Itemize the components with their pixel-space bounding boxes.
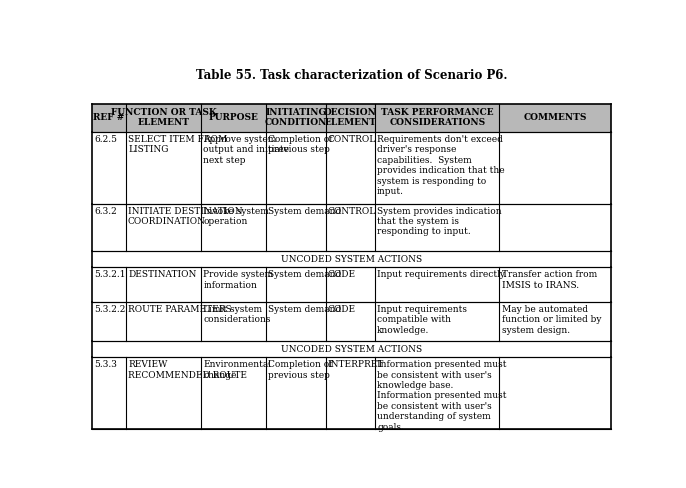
- Text: System demand: System demand: [268, 270, 342, 279]
- Text: Provide system
information: Provide system information: [203, 270, 273, 289]
- Text: Limit system
considerations: Limit system considerations: [203, 305, 271, 324]
- Text: Environmental
change: Environmental change: [203, 360, 271, 380]
- Text: System demand: System demand: [268, 206, 342, 216]
- Text: REVIEW
RECOMMENDED ROUTE: REVIEW RECOMMENDED ROUTE: [128, 360, 247, 380]
- Text: PURPOSE: PURPOSE: [209, 113, 259, 122]
- Bar: [92, 357, 611, 428]
- Text: UNCODED SYSTEM ACTIONS: UNCODED SYSTEM ACTIONS: [281, 255, 422, 264]
- Bar: [92, 103, 611, 132]
- Bar: [92, 203, 611, 251]
- Bar: [92, 267, 611, 302]
- Text: CODE: CODE: [328, 270, 356, 279]
- Text: Input requirements
compatible with
knowledge.: Input requirements compatible with knowl…: [377, 305, 467, 335]
- Text: 5.3.2.1: 5.3.2.1: [94, 270, 126, 279]
- Text: Transfer action from
IMSIS to IRANS.: Transfer action from IMSIS to IRANS.: [501, 270, 597, 289]
- Text: FUNCTION OR TASK
ELEMENT: FUNCTION OR TASK ELEMENT: [110, 108, 216, 127]
- Text: Requirements don't exceed
driver's response
capabilities.  System
provides indic: Requirements don't exceed driver's respo…: [377, 135, 505, 196]
- Text: System provides indication
that the system is
responding to input.: System provides indication that the syst…: [377, 206, 501, 236]
- Text: CODE: CODE: [328, 305, 356, 314]
- Bar: [92, 302, 611, 341]
- Text: Completion of
previous step: Completion of previous step: [268, 360, 333, 380]
- Text: Approve system
output and initiate
next step: Approve system output and initiate next …: [203, 135, 289, 165]
- Text: 5.3.3: 5.3.3: [94, 360, 117, 369]
- Bar: [92, 132, 611, 203]
- Text: May be automated
function or limited by
system design.: May be automated function or limited by …: [501, 305, 601, 335]
- Text: Table 55. Task characterization of Scenario P6.: Table 55. Task characterization of Scena…: [196, 69, 508, 82]
- Text: DESTINATION: DESTINATION: [128, 270, 196, 279]
- Text: UNCODED SYSTEM ACTIONS: UNCODED SYSTEM ACTIONS: [281, 345, 422, 354]
- Text: INITIATING
CONDITION: INITIATING CONDITION: [265, 108, 327, 127]
- Text: COMMENTS: COMMENTS: [523, 113, 587, 122]
- Bar: [92, 251, 611, 267]
- Text: INITIATE DESTINATION
COORDINATION: INITIATE DESTINATION COORDINATION: [128, 206, 243, 226]
- Bar: [92, 341, 611, 357]
- Text: Invoke system
operation: Invoke system operation: [203, 206, 269, 226]
- Text: ROUTE PARAMETERS: ROUTE PARAMETERS: [128, 305, 232, 314]
- Text: CONTROL: CONTROL: [328, 206, 376, 216]
- Text: INTERPRET: INTERPRET: [328, 360, 384, 369]
- Text: REF #: REF #: [93, 113, 125, 122]
- Text: Input requirements directly.: Input requirements directly.: [377, 270, 507, 279]
- Text: DECISION
ELEMENT: DECISION ELEMENT: [324, 108, 377, 127]
- Text: TASK PERFORMANCE
CONSIDERATIONS: TASK PERFORMANCE CONSIDERATIONS: [381, 108, 493, 127]
- Text: 6.3.2: 6.3.2: [94, 206, 117, 216]
- Text: CONTROL: CONTROL: [328, 135, 376, 144]
- Text: Completion of
previous step: Completion of previous step: [268, 135, 333, 154]
- Text: Information presented must
be consistent with user's
knowledge base.
Information: Information presented must be consistent…: [377, 360, 506, 431]
- Text: SELECT ITEM FROM
LISTING: SELECT ITEM FROM LISTING: [128, 135, 227, 154]
- Text: 6.2.5: 6.2.5: [94, 135, 117, 144]
- Text: System demand: System demand: [268, 305, 342, 314]
- Text: 5.3.2.2: 5.3.2.2: [94, 305, 126, 314]
